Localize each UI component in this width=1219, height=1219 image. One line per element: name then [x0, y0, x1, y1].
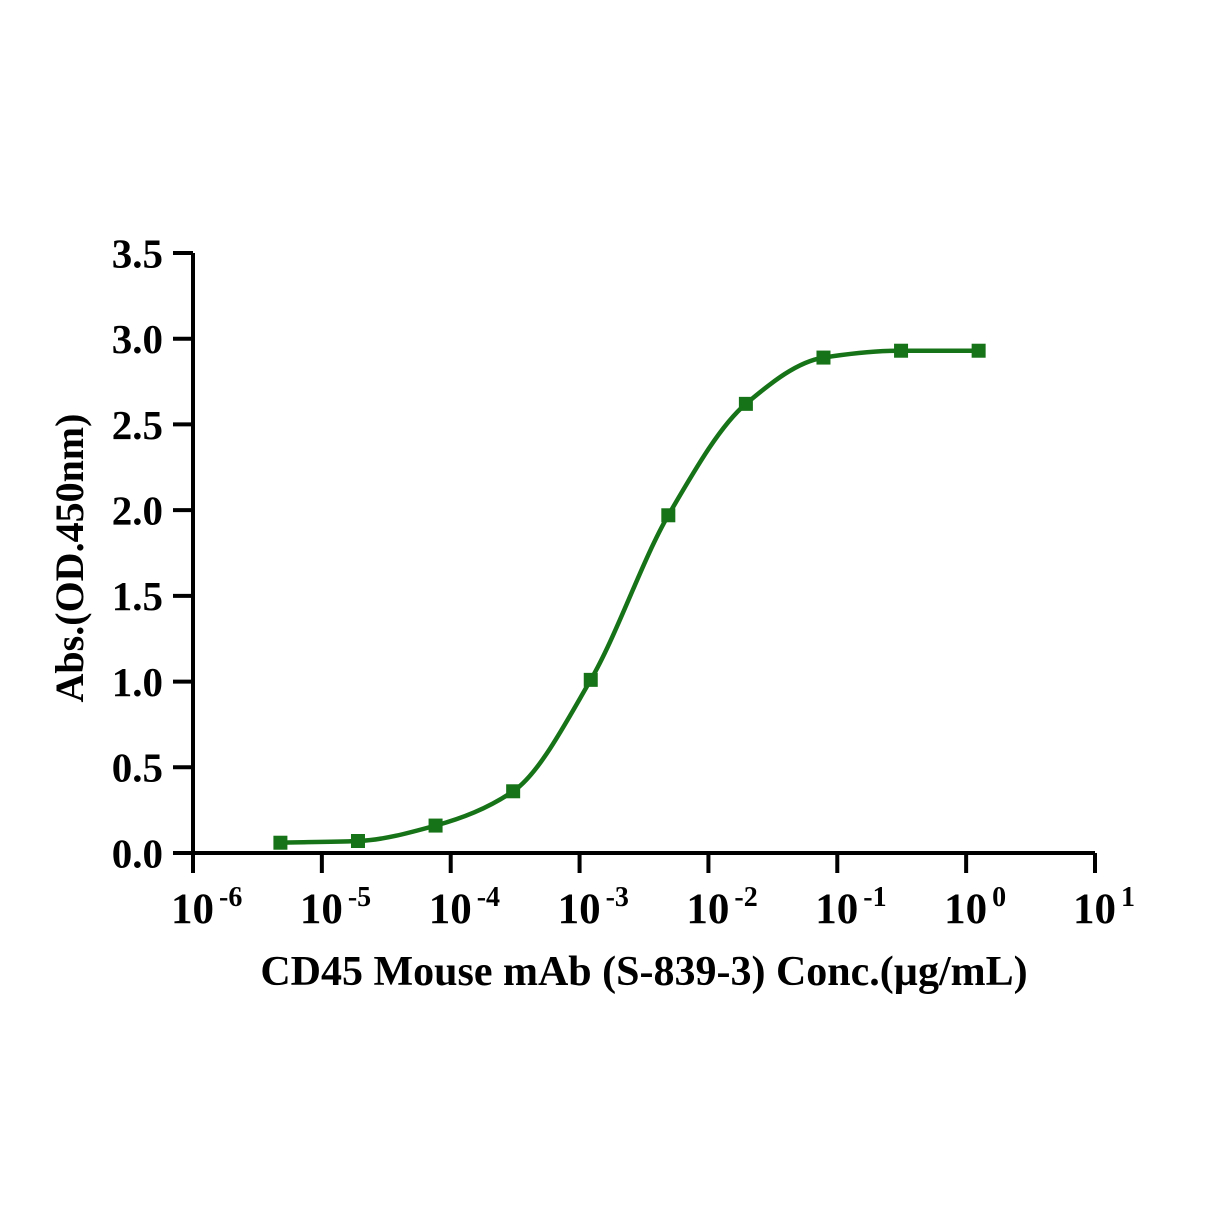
axes — [191, 253, 1095, 855]
fit-curve — [278, 348, 981, 845]
data-point-marker — [506, 784, 521, 799]
data-point-marker — [738, 396, 753, 411]
y-tick-label: 2.0 — [112, 487, 163, 533]
x-tick-label: 10 -4 — [429, 882, 500, 933]
x-tick-label: 10 -5 — [300, 882, 371, 933]
data-point-marker — [428, 818, 443, 833]
x-axis-title: CD45 Mouse mAb (S-839-3) Conc.(µg/mL) — [260, 949, 1028, 995]
y-tick-label: 3.5 — [112, 230, 163, 276]
y-tick-label: 0.0 — [112, 830, 163, 876]
y-tick-label: 1.0 — [112, 659, 163, 705]
x-tick-label: 10 -6 — [171, 882, 242, 933]
x-tick-label: 10 0 — [944, 882, 1006, 933]
data-point-marker — [816, 350, 831, 365]
data-point-marker — [661, 508, 676, 523]
x-tick-label: 10 1 — [1073, 882, 1135, 933]
data-point-marker — [273, 835, 288, 850]
data-point-marker — [894, 343, 909, 358]
data-point-marker — [350, 834, 365, 848]
data-point-marker — [583, 672, 598, 687]
y-tick-label: 3.0 — [112, 316, 163, 362]
x-tick-label: 10 -1 — [815, 882, 886, 933]
y-tick-label: 2.5 — [112, 402, 163, 448]
y-tick-label: 0.5 — [112, 745, 163, 791]
x-tick-label: 10 -2 — [686, 882, 757, 933]
y-tick-label: 1.5 — [112, 573, 163, 619]
x-tick-label: 10 -3 — [558, 882, 629, 933]
data-point-marker — [971, 343, 986, 358]
y-axis-title: Abs.(OD.450nm) — [47, 413, 92, 703]
